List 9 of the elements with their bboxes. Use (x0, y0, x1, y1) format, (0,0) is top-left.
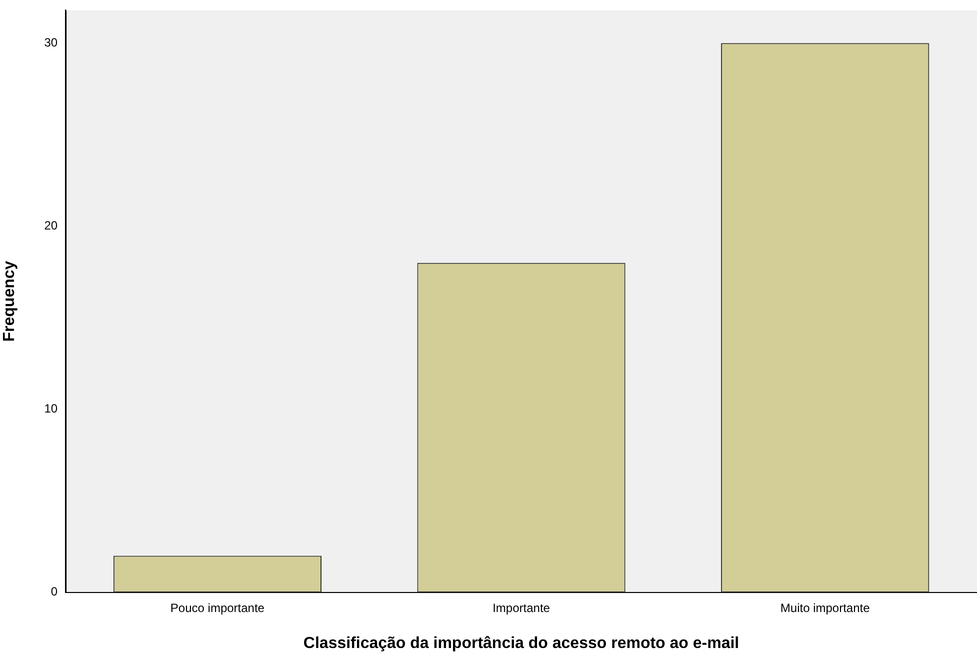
y-axis-title: Frequency (1, 260, 18, 342)
x-axis-title: Classificação da importância do acesso remoto ao e-mail (303, 634, 740, 652)
x-tick-label: Muito importante (780, 600, 870, 615)
y-tick-label: 0 (50, 584, 58, 599)
x-tick-label: Importante (492, 600, 550, 615)
y-tick-label: 30 (44, 35, 58, 50)
y-tick-label: 10 (44, 402, 58, 416)
y-tick-label: 20 (44, 218, 58, 233)
x-tick-label: Pouco importante (170, 600, 265, 615)
